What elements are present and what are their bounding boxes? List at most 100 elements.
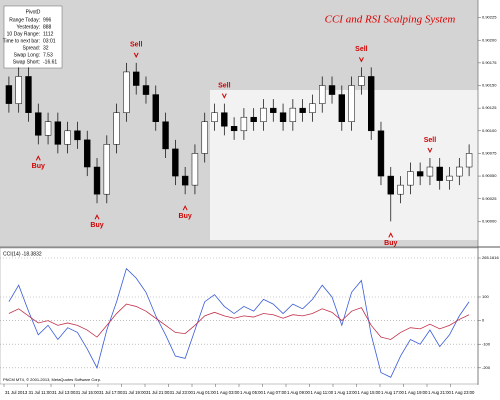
x-tick-label: 1 Aug 21:00 bbox=[428, 390, 452, 395]
candle-body bbox=[338, 94, 345, 122]
candle-body bbox=[299, 107, 306, 113]
signal-label: Sell bbox=[218, 82, 231, 89]
info-label: Swap Short: bbox=[13, 59, 40, 65]
signal-label: Buy bbox=[90, 222, 103, 229]
y-tick-label: 0.90100 bbox=[482, 128, 497, 133]
candle-body bbox=[84, 139, 91, 168]
y-tick-label: 0 bbox=[482, 318, 485, 323]
candle-body bbox=[348, 85, 355, 122]
x-tick-label: 1 Aug 13:00 bbox=[334, 390, 358, 395]
y-tick-label: 0.90000 bbox=[482, 218, 497, 223]
candle-body bbox=[328, 85, 336, 95]
info-label: Swap Long: bbox=[14, 52, 40, 58]
candle-body bbox=[230, 126, 238, 132]
candle-body bbox=[279, 112, 287, 122]
candle-body bbox=[368, 76, 375, 132]
candle-body bbox=[191, 153, 199, 186]
candle-body bbox=[309, 103, 316, 113]
signal-label: Sell bbox=[130, 42, 143, 49]
signal-label: Sell bbox=[355, 46, 368, 53]
candle-body bbox=[436, 166, 443, 181]
info-value: 888 bbox=[43, 24, 52, 30]
indicator-panel bbox=[0, 247, 479, 385]
y-tick-label: -200 bbox=[482, 365, 491, 370]
y-tick-label: 0.90200 bbox=[482, 37, 497, 42]
info-label: Yesterday: bbox=[17, 24, 40, 30]
candle-body bbox=[446, 175, 453, 181]
x-tick-label: 1 Aug 23:00 bbox=[452, 390, 476, 395]
candle-body bbox=[172, 148, 179, 177]
candle-body bbox=[270, 107, 277, 113]
candle-body bbox=[240, 116, 248, 132]
info-title: PivotD bbox=[26, 9, 41, 15]
info-label: 10 Day Range: bbox=[7, 31, 40, 37]
candle-body bbox=[407, 171, 414, 186]
candle-body bbox=[260, 107, 267, 122]
candle-body bbox=[250, 116, 257, 122]
candle-body bbox=[387, 175, 394, 195]
info-label: Range Today: bbox=[9, 17, 40, 23]
signal-arrow bbox=[388, 232, 394, 238]
candle-body bbox=[133, 71, 140, 86]
x-tick-label: 1 Aug 17:00 bbox=[381, 390, 405, 395]
y-tick-label: 0.90050 bbox=[482, 173, 497, 178]
candle-body bbox=[289, 107, 297, 122]
footer: PNCM MT4, © 2001-2013, MetaQuotes Softwa… bbox=[3, 377, 101, 382]
x-tick-label: 31 Jul 15:00 bbox=[76, 390, 100, 395]
y-tick-label: 265.1616 bbox=[482, 255, 499, 260]
info-value: 7.53 bbox=[43, 52, 53, 58]
candle-body bbox=[416, 171, 424, 177]
indicator-line bbox=[8, 303, 470, 340]
y-tick-label: 100 bbox=[482, 294, 489, 299]
signal-arrow bbox=[427, 147, 433, 154]
info-value: 03:01 bbox=[43, 38, 56, 44]
candle-body bbox=[64, 130, 71, 145]
candle-body bbox=[201, 121, 208, 154]
candle-body bbox=[211, 112, 218, 122]
x-tick-label: 1 Aug 15:00 bbox=[358, 390, 382, 395]
signal-arrow bbox=[133, 52, 139, 58]
candle-body bbox=[152, 94, 159, 122]
x-tick-label: 31 Jul 11:00 bbox=[29, 390, 53, 395]
candle-body bbox=[74, 130, 81, 141]
signal-label: Buy bbox=[32, 163, 45, 170]
x-tick-label: 31 Jul 17:00 bbox=[99, 390, 123, 395]
y-tick-label: 0.90175 bbox=[482, 60, 497, 65]
info-label: Time to next bar: bbox=[3, 38, 40, 44]
candle-body bbox=[54, 121, 62, 145]
y-tick-label: -100 bbox=[482, 341, 491, 346]
x-tick-label: 31 Jul 2013 bbox=[5, 390, 28, 395]
x-tick-label: 1 Aug 05:00 bbox=[240, 390, 264, 395]
y-tick-label: 0.90025 bbox=[482, 196, 497, 201]
info-value: 996 bbox=[43, 17, 52, 23]
candle-body bbox=[456, 166, 463, 177]
signal-arrow bbox=[358, 57, 364, 63]
y-tick-label: 0.90075 bbox=[482, 150, 497, 155]
candle-body bbox=[25, 76, 32, 113]
info-label: Spread: bbox=[22, 45, 40, 51]
candle-body bbox=[113, 112, 120, 145]
x-tick-label: 1 Aug 19:00 bbox=[405, 390, 429, 395]
candle-body bbox=[15, 76, 22, 104]
indicator-line bbox=[8, 267, 470, 378]
signal-label: Buy bbox=[384, 240, 397, 247]
y-tick-label: 0.90125 bbox=[482, 105, 497, 110]
candle-body bbox=[35, 112, 42, 136]
x-tick-label: 1 Aug 09:00 bbox=[287, 390, 311, 395]
signal-label: Sell bbox=[424, 137, 437, 144]
candle-body bbox=[465, 153, 473, 168]
candle-body bbox=[103, 144, 110, 195]
x-tick-label: 31 Jul 19:00 bbox=[123, 390, 147, 395]
candle-body bbox=[358, 76, 365, 86]
candle-body bbox=[93, 166, 101, 195]
info-value: 1112 bbox=[43, 31, 54, 37]
signal-arrow bbox=[35, 155, 41, 161]
x-tick-label: 1 Aug 03:00 bbox=[217, 390, 241, 395]
candle-body bbox=[319, 85, 326, 104]
candle-body bbox=[5, 85, 13, 104]
indicator-title: CCI(14) -18.3832 bbox=[3, 251, 42, 257]
x-tick-label: 1 Aug 11:00 bbox=[311, 390, 334, 395]
signal-arrow bbox=[182, 205, 188, 211]
